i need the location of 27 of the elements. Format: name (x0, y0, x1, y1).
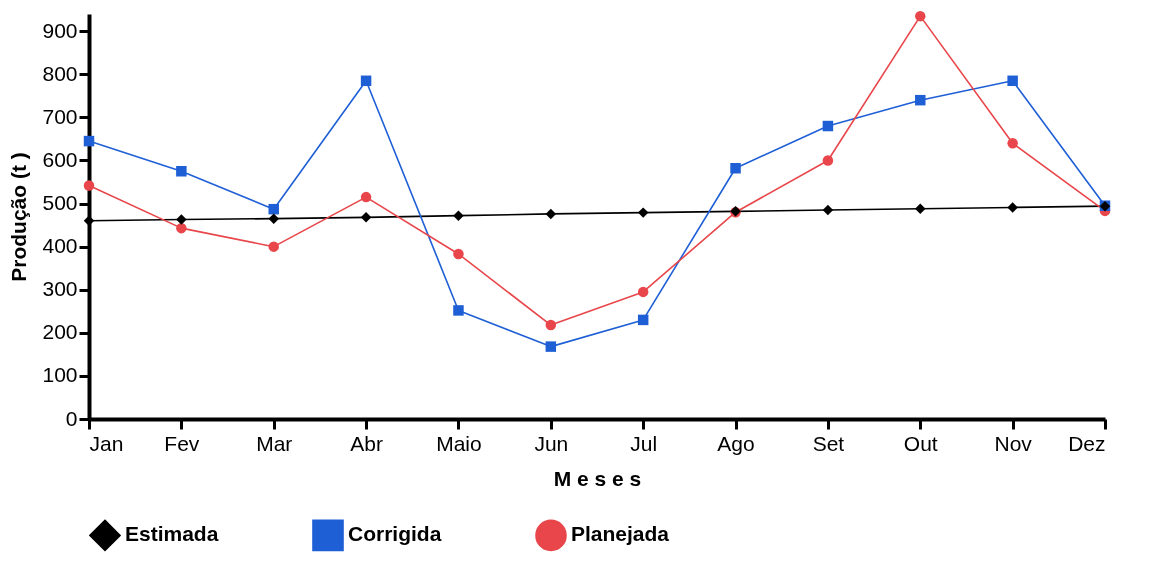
x-tick-label: Ago (717, 431, 755, 455)
x-tick-label: Abr (350, 431, 383, 455)
legend-label: Planejada (571, 522, 670, 546)
x-tick-label: Nov (994, 431, 1033, 455)
legend-label: Corrigida (348, 522, 442, 546)
y-tick-label: 400 (42, 234, 78, 258)
y-tick-label: 200 (42, 320, 78, 344)
x-tick-label: Mar (256, 431, 293, 455)
y-tick-label: 300 (42, 277, 78, 301)
y-tick-label: 0 (65, 406, 78, 430)
x-tick-label: Fev (164, 431, 200, 455)
x-tick-label: Jul (630, 431, 658, 455)
x-tick-label: Out (903, 431, 938, 455)
x-tick-label: Set (812, 431, 845, 455)
x-tick-label: Jan (89, 431, 124, 455)
y-tick-label: 800 (42, 61, 78, 85)
y-tick-label: 600 (42, 147, 78, 171)
y-tick-label: 900 (42, 18, 78, 42)
x-axis-title: M e s e s (553, 466, 642, 490)
y-tick-label: 700 (42, 104, 78, 128)
x-tick-label: Maio (436, 431, 482, 455)
y-axis-title: Produção (t ) (7, 152, 31, 282)
y-tick-label: 500 (42, 191, 78, 215)
x-tick-label: Dez (1068, 431, 1106, 455)
y-tick-label: 100 (42, 363, 78, 387)
legend-label: Estimada (125, 522, 219, 546)
x-tick-label: Jun (534, 431, 569, 455)
